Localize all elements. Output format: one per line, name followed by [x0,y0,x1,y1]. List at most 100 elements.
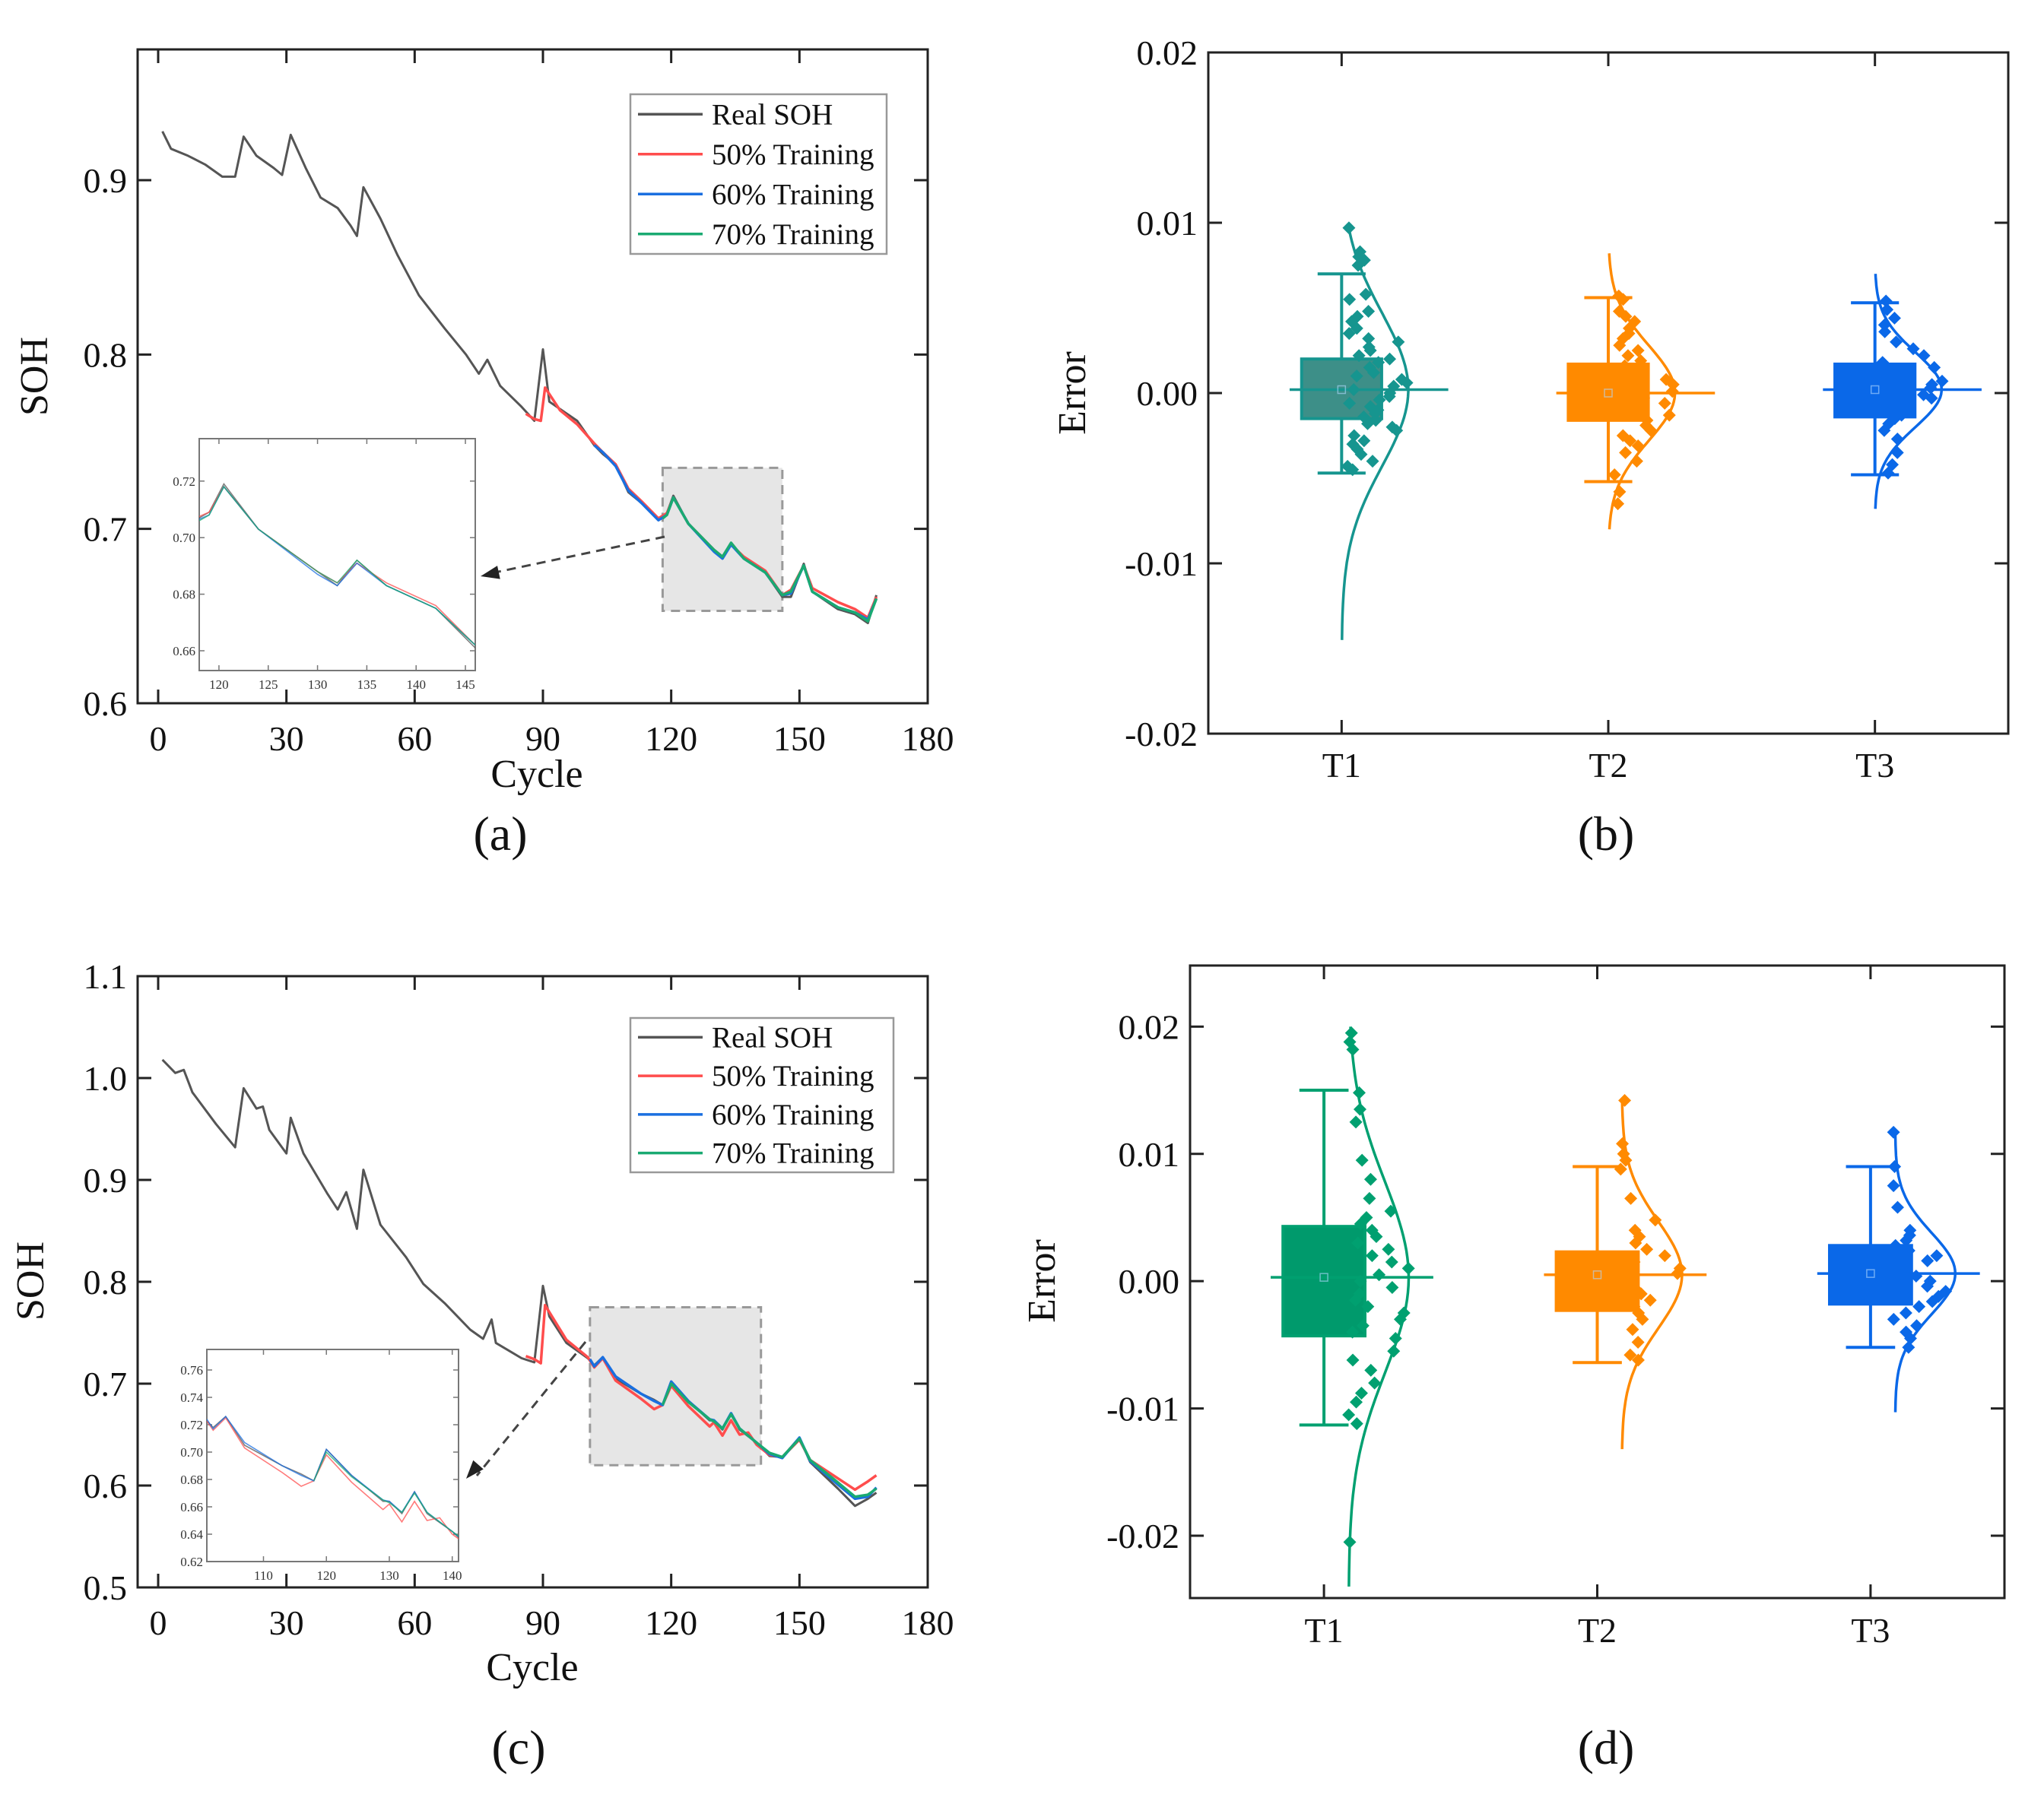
data-point [1343,396,1357,410]
data-point [1636,1312,1649,1326]
x-tick-label: 180 [902,719,954,758]
series-line-70-training [661,1382,878,1498]
data-point [1611,497,1625,511]
y-axis-title: Error [1020,1239,1064,1323]
panel-label: (d) [1578,1720,1635,1774]
data-point [1401,1261,1415,1275]
inset-series-line [199,485,475,646]
data-point [1902,1340,1915,1354]
data-point [1347,429,1361,442]
x-tick-label: 30 [269,1603,304,1642]
y-tick-label: 0.7 [84,510,128,549]
data-point [1373,393,1386,407]
zoom-region-box [661,466,784,612]
y-tick-label: 0.7 [84,1365,128,1403]
data-point [1925,392,1938,405]
inset-plot: 0.66 0.68 0.70 0.72 120 125 130 135 140 145 [173,438,476,692]
data-point [1614,1162,1627,1176]
inset-y-tick-label: 0.70 [173,531,195,545]
inset-series [199,483,475,648]
y-axis-title: SOH [9,1241,52,1321]
data-point [1889,1238,1903,1252]
legend-label: 50% Training [712,1060,874,1092]
data-point [1629,1236,1642,1250]
data-point [1387,1344,1401,1358]
mean-marker [1592,1270,1602,1280]
inset-x-tick-label: 135 [357,677,377,692]
data-point [1349,1115,1363,1129]
data-point [1385,1281,1399,1295]
normal-curve [1347,1026,1411,1587]
data-point [1355,1153,1369,1167]
data-point [1887,1264,1901,1278]
data-point [1634,1287,1648,1301]
data-point [1366,455,1379,468]
data-point [1373,1268,1386,1282]
data-point [1623,1348,1637,1362]
legend-label: 60% Training [712,1099,874,1131]
inset-x-tick-label: 120 [209,677,229,692]
data-point [1344,1026,1358,1040]
y-tick-label: 0.00 [1119,1262,1180,1301]
mean-marker [1337,385,1347,395]
data-point [1357,434,1371,448]
inset-y-tick-label: 0.66 [180,1500,203,1514]
data-point [1354,448,1368,461]
category-label: T3 [1851,1611,1890,1650]
data-point [1662,408,1676,422]
y-tick-label: 0.01 [1119,1135,1180,1174]
data-point [1930,1249,1944,1263]
y-tick-label: 0.02 [1137,33,1198,72]
inset-y-tick-label: 0.64 [180,1527,203,1542]
data-point [1370,1230,1383,1244]
data-point [1354,1217,1367,1231]
data-point [1910,1319,1924,1333]
data-point [1925,1295,1939,1308]
data-point [1887,1125,1900,1139]
y-tick-label: 0.6 [84,1467,128,1505]
y-tick-label: 0.8 [84,1263,128,1302]
x-tick-label: 180 [902,1603,954,1642]
data-point [1644,423,1658,437]
inset-plot: 0.62 0.64 0.66 0.68 0.70 0.72 0.74 0.76 110 120 13… [180,1349,462,1583]
data-point [1888,1160,1902,1173]
inset-x-tick-label: 140 [406,677,426,692]
data-point [1618,1093,1632,1107]
data-point [1631,439,1645,452]
data-point [1902,1244,1915,1257]
panel-label: (b) [1578,807,1635,861]
data-point [1890,446,1904,459]
x-tick-label: 90 [525,719,560,758]
data-point [1354,1386,1368,1400]
y-tick-label: 0.8 [84,335,128,374]
y-tick-label: 0.6 [84,684,128,723]
data-point [1627,1255,1641,1269]
data-point [1350,1417,1363,1431]
inset-y-tick-label: 0.68 [173,588,195,602]
data-point [1649,1213,1662,1227]
data-point [1899,1306,1912,1320]
data-point [1890,1200,1904,1214]
x-tick-label: 30 [269,719,304,758]
data-point [1658,396,1671,410]
category-label: T2 [1578,1611,1617,1650]
mean-marker [1870,385,1880,395]
zoom-arrow-head-icon [481,566,500,579]
data-point [1640,1242,1654,1256]
x-tick-label: 150 [773,719,826,758]
x-tick-label: 60 [397,1603,432,1642]
y-tick-label: -0.01 [1125,544,1198,583]
mean-marker [1866,1269,1875,1278]
data-point [1643,1293,1657,1307]
inset-series-line [199,485,475,646]
inset-x-tick-label: 125 [259,677,278,692]
x-tick-label: 120 [645,1603,697,1642]
data-point [1348,1293,1362,1307]
data-point [1363,1172,1377,1186]
data-point [1614,403,1627,417]
data-point [1389,1332,1402,1345]
data-point [1624,1191,1638,1205]
data-point [1671,1267,1684,1280]
inset-y-tick-label: 0.72 [173,474,195,489]
